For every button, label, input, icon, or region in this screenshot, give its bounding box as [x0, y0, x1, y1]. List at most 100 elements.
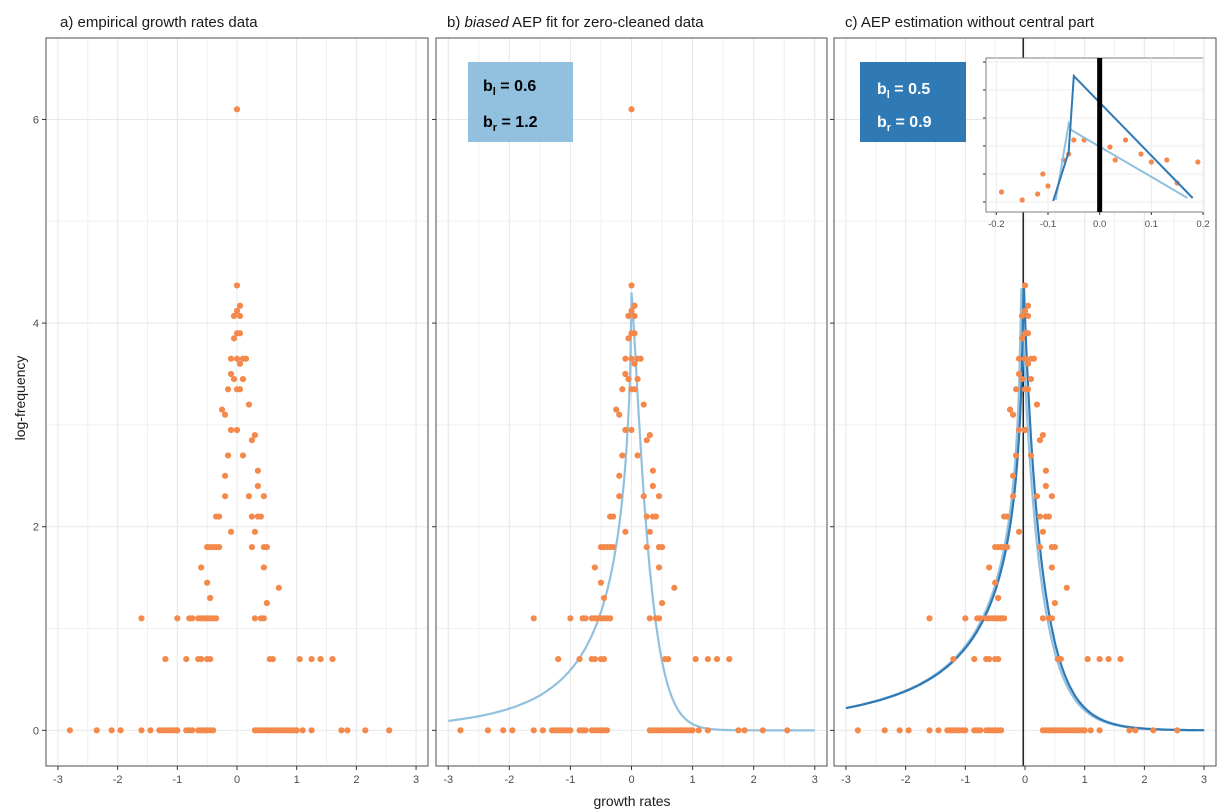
inset-data-point — [1195, 159, 1201, 165]
panel-c-title: c) AEP estimation without central part — [845, 14, 1095, 31]
x-tick-label: 3 — [413, 774, 419, 786]
data-point — [189, 615, 196, 622]
x-tick-label: 2 — [353, 774, 359, 786]
data-point — [631, 312, 638, 320]
data-point — [1174, 727, 1181, 734]
data-point — [671, 584, 678, 591]
data-point — [692, 655, 699, 663]
data-point — [1126, 727, 1133, 734]
data-point — [741, 727, 748, 734]
data-point — [233, 106, 241, 113]
data-point — [631, 386, 638, 393]
data-point — [248, 437, 256, 444]
data-point — [1033, 401, 1041, 408]
data-point — [625, 375, 632, 383]
data-point — [224, 452, 232, 459]
x-tick-label: -2 — [901, 774, 911, 786]
data-point — [275, 584, 282, 591]
inset-data-point — [1107, 144, 1113, 150]
tick-labels-layer: -3 -2 -1 0 1 2 3 0 2 4 6 -3 -2 -1 0 1 2 3 -3 -2 -1 0 1 2 3 — [33, 114, 1207, 786]
data-point — [509, 727, 516, 734]
y-tick-label: 0 — [33, 725, 39, 737]
x-tick-label: 1 — [690, 774, 696, 786]
data-point — [600, 655, 608, 663]
data-point — [995, 655, 1002, 663]
data-point — [655, 564, 663, 571]
data-point — [652, 513, 660, 520]
data-point — [977, 615, 984, 622]
data-point — [299, 727, 306, 734]
data-point — [254, 467, 261, 474]
data-point — [317, 655, 324, 663]
data-point — [610, 543, 617, 551]
data-point — [233, 307, 241, 314]
x-tick-label: 0 — [234, 774, 240, 786]
data-point — [713, 655, 721, 663]
data-point — [183, 655, 190, 663]
data-point — [530, 615, 537, 622]
data-point — [759, 727, 766, 734]
inset-data-point — [1164, 157, 1170, 163]
x-tick-label: 3 — [1201, 774, 1207, 786]
data-point — [643, 513, 650, 520]
data-point — [1018, 375, 1026, 383]
data-point — [189, 727, 196, 734]
data-point — [613, 406, 620, 413]
data-point — [1006, 406, 1014, 413]
data-point — [239, 375, 247, 383]
data-point — [1003, 543, 1011, 551]
x-tick-label: 1 — [1082, 774, 1088, 786]
data-point — [236, 312, 244, 320]
data-point — [242, 355, 250, 362]
inset-x-tick-label: -0.2 — [988, 219, 1004, 230]
x-tick-label: -3 — [443, 774, 453, 786]
data-point — [1045, 513, 1052, 520]
data-point — [260, 564, 267, 571]
data-point — [665, 655, 672, 663]
data-point — [986, 564, 993, 571]
data-point — [1001, 615, 1008, 622]
data-point — [1081, 727, 1088, 734]
data-point — [1012, 452, 1020, 459]
data-point — [628, 355, 635, 362]
data-point — [1015, 355, 1023, 362]
data-point — [1027, 375, 1035, 383]
inset-data-point — [1138, 151, 1144, 157]
inset-data-point — [1122, 137, 1129, 143]
data-point — [233, 355, 241, 362]
inset-data-point — [1071, 137, 1077, 143]
data-point — [227, 370, 235, 378]
inset-x-tick-label: 0.0 — [1093, 219, 1106, 230]
panel-c-parameter-bg — [860, 62, 966, 142]
x-tick-label: 1 — [294, 774, 300, 786]
y-tick-label: 2 — [33, 522, 39, 534]
data-point — [1024, 302, 1032, 309]
data-point — [248, 543, 256, 551]
x-tick-label: 0 — [1022, 774, 1028, 786]
inset-data-point — [1112, 157, 1118, 163]
data-point — [582, 727, 589, 734]
data-point — [1036, 513, 1044, 520]
data-point — [215, 513, 223, 520]
data-point — [649, 467, 656, 474]
data-point — [582, 615, 589, 622]
data-point — [329, 655, 336, 663]
data-point — [646, 431, 653, 439]
inset-data-point — [1148, 159, 1154, 165]
data-point — [704, 727, 711, 734]
data-point — [622, 528, 629, 535]
data-point — [207, 655, 214, 663]
panel-c-br-label: br = 0.9 — [877, 114, 932, 134]
data-point — [971, 655, 978, 663]
data-point — [896, 727, 903, 734]
data-point — [230, 375, 238, 383]
data-point — [1009, 472, 1017, 479]
data-point — [198, 655, 205, 663]
data-point — [658, 599, 666, 607]
data-point — [1039, 431, 1047, 439]
data-point — [986, 655, 993, 663]
data-point — [293, 727, 300, 734]
data-point — [643, 543, 650, 551]
data-point — [245, 401, 253, 408]
data-point — [600, 594, 608, 602]
